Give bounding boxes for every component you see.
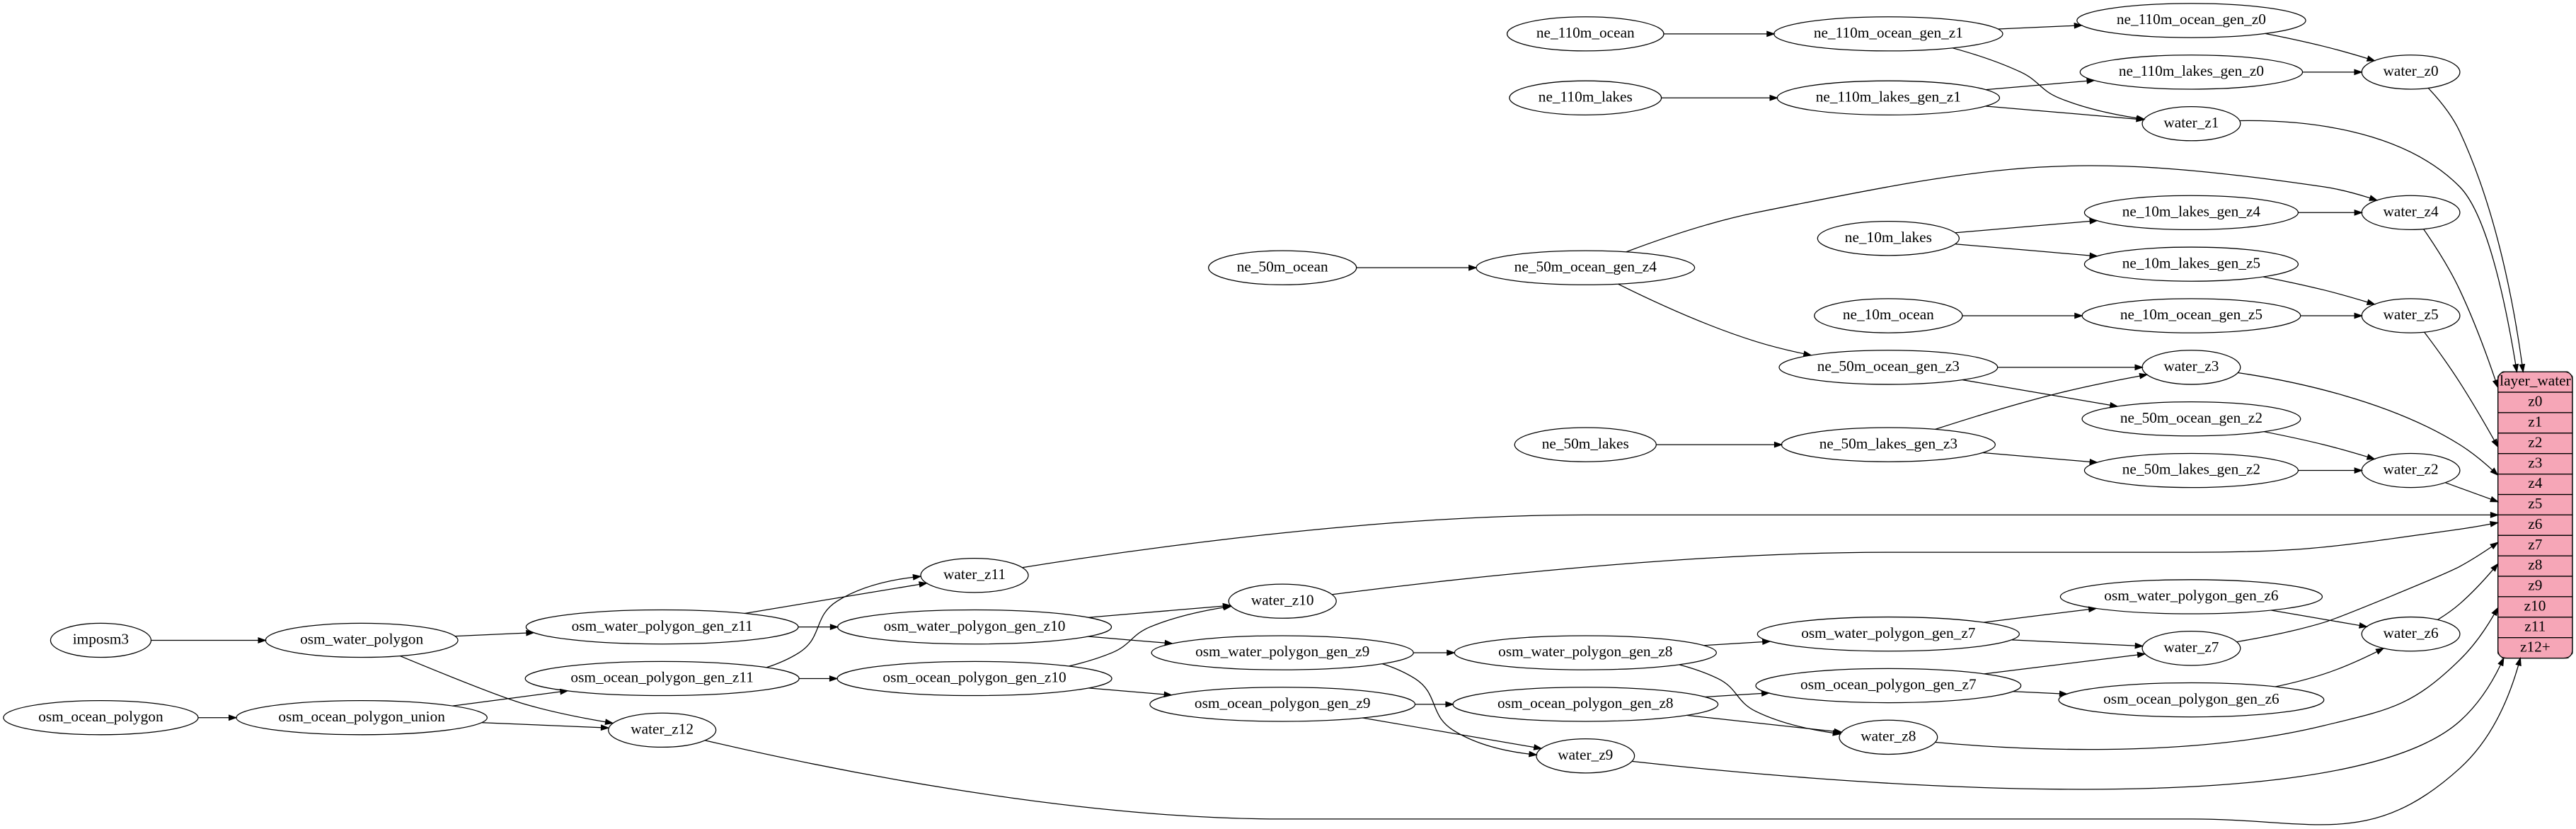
- svg-text:osm_ocean_polygon_gen_z11: osm_ocean_polygon_gen_z11: [570, 669, 753, 686]
- svg-text:ne_50m_ocean_gen_z4: ne_50m_ocean_gen_z4: [1514, 258, 1657, 275]
- svg-text:water_z11: water_z11: [943, 566, 1006, 583]
- svg-text:ne_110m_ocean: ne_110m_ocean: [1536, 24, 1635, 41]
- svg-text:osm_ocean_polygon_gen_z6: osm_ocean_polygon_gen_z6: [2103, 690, 2279, 707]
- svg-text:water_z4: water_z4: [2384, 202, 2439, 219]
- svg-text:ne_10m_ocean_gen_z5: ne_10m_ocean_gen_z5: [2120, 306, 2262, 323]
- svg-text:z4: z4: [2528, 474, 2542, 491]
- svg-text:water_z10: water_z10: [1251, 591, 1314, 608]
- svg-text:z2: z2: [2528, 433, 2542, 450]
- svg-text:water_z2: water_z2: [2384, 461, 2439, 478]
- svg-text:imposm3: imposm3: [73, 631, 129, 648]
- svg-text:z10: z10: [2524, 597, 2546, 614]
- svg-text:ne_110m_lakes_gen_z1: ne_110m_lakes_gen_z1: [1816, 88, 1961, 105]
- svg-text:water_z8: water_z8: [1861, 727, 1916, 744]
- svg-text:ne_110m_lakes_gen_z0: ne_110m_lakes_gen_z0: [2119, 62, 2264, 79]
- svg-text:ne_10m_lakes_gen_z5: ne_10m_lakes_gen_z5: [2122, 254, 2260, 271]
- svg-text:osm_water_polygon_gen_z6: osm_water_polygon_gen_z6: [2104, 587, 2279, 604]
- svg-text:ne_50m_lakes_gen_z2: ne_50m_lakes_gen_z2: [2122, 461, 2260, 478]
- svg-text:osm_ocean_polygon_gen_z9: osm_ocean_polygon_gen_z9: [1195, 694, 1371, 711]
- svg-text:z0: z0: [2528, 393, 2542, 410]
- svg-text:water_z12: water_z12: [631, 720, 694, 737]
- svg-text:water_z7: water_z7: [2163, 639, 2219, 656]
- svg-text:z8: z8: [2528, 556, 2542, 573]
- svg-text:water_z1: water_z1: [2163, 114, 2219, 131]
- svg-text:z12+: z12+: [2520, 638, 2551, 655]
- svg-text:ne_10m_lakes_gen_z4: ne_10m_lakes_gen_z4: [2122, 202, 2261, 219]
- svg-text:osm_ocean_polygon_gen_z10: osm_ocean_polygon_gen_z10: [882, 669, 1066, 686]
- svg-text:ne_10m_lakes: ne_10m_lakes: [1845, 229, 1932, 246]
- svg-text:z9: z9: [2528, 577, 2542, 594]
- svg-text:osm_water_polygon_gen_z10: osm_water_polygon_gen_z10: [884, 617, 1066, 634]
- svg-text:z6: z6: [2528, 515, 2542, 532]
- svg-text:water_z6: water_z6: [2384, 624, 2439, 641]
- svg-text:ne_110m_ocean_gen_z0: ne_110m_ocean_gen_z0: [2117, 11, 2266, 28]
- svg-text:ne_110m_lakes: ne_110m_lakes: [1539, 88, 1633, 105]
- svg-text:z7: z7: [2528, 536, 2542, 553]
- svg-text:water_z9: water_z9: [1558, 746, 1613, 763]
- svg-text:ne_10m_ocean: ne_10m_ocean: [1843, 306, 1934, 323]
- svg-text:water_z0: water_z0: [2384, 62, 2439, 79]
- svg-text:ne_50m_lakes_gen_z3: ne_50m_lakes_gen_z3: [1819, 435, 1957, 452]
- svg-text:osm_water_polygon_gen_z11: osm_water_polygon_gen_z11: [572, 617, 753, 634]
- svg-text:ne_110m_ocean_gen_z1: ne_110m_ocean_gen_z1: [1814, 24, 1963, 41]
- svg-text:osm_water_polygon_gen_z7: osm_water_polygon_gen_z7: [1801, 624, 1976, 641]
- svg-text:ne_50m_ocean_gen_z3: ne_50m_ocean_gen_z3: [1817, 358, 1960, 375]
- svg-text:z3: z3: [2528, 454, 2542, 471]
- svg-text:osm_ocean_polygon: osm_ocean_polygon: [38, 708, 163, 725]
- svg-text:z1: z1: [2528, 413, 2542, 430]
- svg-text:osm_water_polygon: osm_water_polygon: [300, 631, 423, 648]
- svg-text:ne_50m_lakes: ne_50m_lakes: [1542, 435, 1629, 452]
- svg-text:ne_50m_ocean: ne_50m_ocean: [1237, 258, 1328, 275]
- svg-text:layer_water: layer_water: [2500, 372, 2571, 389]
- svg-text:water_z5: water_z5: [2384, 306, 2439, 323]
- svg-text:osm_ocean_polygon_union: osm_ocean_polygon_union: [278, 708, 445, 725]
- svg-text:osm_water_polygon_gen_z9: osm_water_polygon_gen_z9: [1195, 643, 1369, 660]
- svg-text:ne_50m_ocean_gen_z2: ne_50m_ocean_gen_z2: [2120, 409, 2262, 426]
- svg-text:z5: z5: [2528, 495, 2542, 512]
- svg-text:osm_ocean_polygon_gen_z8: osm_ocean_polygon_gen_z8: [1497, 694, 1674, 711]
- svg-text:z11: z11: [2524, 617, 2546, 634]
- svg-text:osm_water_polygon_gen_z8: osm_water_polygon_gen_z8: [1498, 643, 1672, 660]
- svg-text:osm_ocean_polygon_gen_z7: osm_ocean_polygon_gen_z7: [1800, 676, 1977, 693]
- svg-text:water_z3: water_z3: [2163, 358, 2219, 375]
